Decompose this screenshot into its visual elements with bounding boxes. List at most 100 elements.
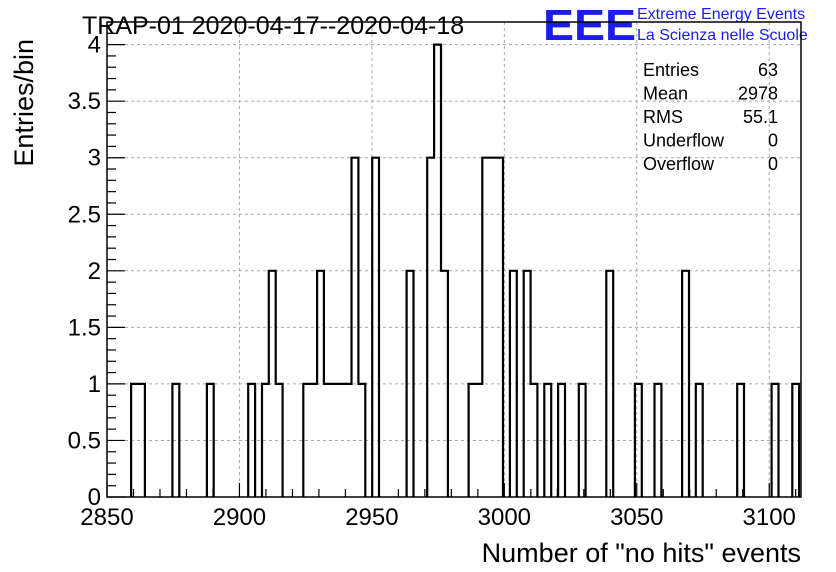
histogram-outline [260,269,284,497]
y-tick-label: 2.5 [68,201,101,228]
histogram-bin [310,384,317,497]
histogram-bin [441,271,448,497]
histogram-bin [303,384,310,497]
x-tick-label: 2850 [80,504,133,531]
y-axis-ticks: 0 0.5 1 1.5 2 2.5 3 3.5 4 [68,21,125,511]
histogram-bin [737,384,744,497]
histogram-bin [579,384,586,497]
histogram-bin [772,384,779,497]
histogram-outline [543,382,553,497]
y-tick-label: 1.5 [68,314,101,341]
y-tick-label: 0 [88,484,101,511]
eee-logo-mark: EEE [543,1,636,50]
histogram-bin [696,384,703,497]
histogram-outline [405,269,415,497]
x-axis-title: Number of "no hits" events [482,538,801,568]
chart-title: TRAP-01 2020-04-17--2020-04-18 [82,12,464,40]
histogram-bin [531,384,538,497]
histogram-outline [605,269,615,497]
histogram-bin [469,384,476,497]
stats-value: 0 [768,154,778,174]
histogram-bin [792,384,799,497]
stats-label: Underflow [643,131,725,151]
histogram-outline [467,156,505,497]
histogram-bin [317,271,324,497]
histogram-bin [544,384,551,497]
y-tick-label: 4 [88,32,101,59]
histogram-bin [524,271,531,497]
histogram-bin [331,384,338,497]
stats-label: Mean [643,84,688,104]
histogram-bin [345,384,352,497]
histogram-outline [681,269,691,497]
stats-value: 55.1 [743,107,778,127]
histogram-bin [358,384,365,497]
histogram-outline [694,382,704,497]
histogram-bin [682,271,689,497]
histogram-bin [351,158,358,497]
histogram-bin [324,384,331,497]
histogram-outline [633,382,643,497]
histogram-outline [653,382,663,497]
histogram-bin [338,384,345,497]
eee-logo-line1: Extreme Energy Events [637,6,805,23]
histogram-outline [371,156,381,497]
histogram-bin [262,384,269,497]
histogram-outline [171,382,181,497]
histogram-bin [248,384,255,497]
stats-value: 2978 [738,84,778,104]
x-tick-label: 2900 [213,504,266,531]
histogram-bin [606,271,613,497]
histogram-bin [207,384,214,497]
y-tick-label: 1 [88,371,101,398]
eee-logo-line2: La Scienza nelle Scuole [637,27,808,44]
stats-value: 0 [768,131,778,151]
histogram-outline [557,382,567,497]
y-axis-title: Entries/bin [9,39,39,167]
histogram-outline [522,269,539,497]
histogram-outline [247,382,257,497]
stats-label: Entries [643,60,699,80]
histogram-bin [558,384,565,497]
grid-lines [107,22,801,497]
histogram-outline [577,382,587,497]
histogram-outline [302,156,367,497]
histogram-outline [736,382,746,497]
histogram-bin [496,158,503,497]
histogram-bin [489,158,496,497]
histogram-bin [655,384,662,497]
x-tick-label: 3100 [743,504,796,531]
histogram-bin [372,158,379,497]
y-tick-label: 0.5 [68,427,101,454]
eee-logo: EEE Extreme Energy Events La Scienza nel… [543,1,808,50]
histogram-outline [791,382,801,497]
histogram-bin [475,384,482,497]
x-tick-label: 2950 [345,504,398,531]
stats-value: 63 [758,60,778,80]
histogram-bin [269,271,276,497]
x-axis-ticks: 2850 2900 2950 3000 3050 3100 [80,483,797,531]
histogram-bin [138,384,145,497]
y-tick-label: 3.5 [68,88,101,115]
histogram-bins [130,43,801,497]
y-tick-label: 3 [88,145,101,172]
histogram-bin [131,384,138,497]
histogram-outline [770,382,780,497]
histogram-outline [205,382,215,497]
histogram-outline [508,269,518,497]
x-tick-label: 3000 [478,504,531,531]
histogram-bin [434,45,441,497]
histogram-bin [172,384,179,497]
histogram-outline [426,43,449,497]
histogram-bin [482,158,489,497]
stats-box: Entries 63 Mean 2978 RMS 55.1 Underflow 0 Overfl… [643,60,778,174]
y-tick-label: 2 [88,258,101,285]
histogram-bin [510,271,517,497]
histogram-outline [130,382,146,497]
histogram-bin [427,158,434,497]
histogram-bin [635,384,642,497]
stats-label: Overflow [643,154,715,174]
stats-label: RMS [643,107,683,127]
